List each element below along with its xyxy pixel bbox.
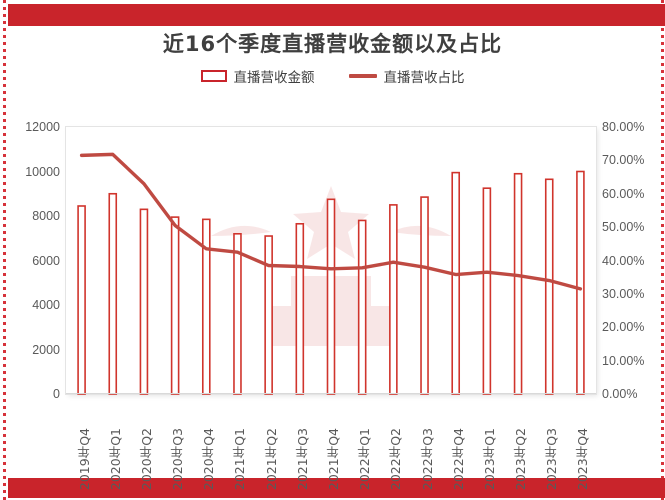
bar	[420, 196, 429, 395]
line-series	[79, 152, 583, 291]
chart-svg	[77, 152, 585, 395]
bar-series	[77, 170, 585, 395]
x-axis-tick-label: 2023年Q3	[544, 427, 560, 490]
plot-area	[66, 127, 596, 395]
bar	[139, 208, 149, 395]
y-axis-left-tick-label: 4000	[32, 298, 60, 312]
x-axis-tick-label: 2021年Q3	[294, 427, 310, 490]
legend-label-line: 直播营收占比	[383, 70, 465, 85]
legend-label-bar: 直播营收金额	[233, 70, 315, 85]
y-axis-right-tick-label: 80.00%	[602, 120, 645, 134]
y-axis-right-tick-label: 40.00%	[602, 253, 645, 268]
bar	[264, 235, 273, 395]
y-axis-left-labels: 0 2000 4000 6000 8000 10000 12000	[0, 120, 60, 401]
bar	[482, 187, 492, 395]
bar	[170, 216, 180, 395]
y-axis-right-tick-label: 10.00%	[602, 353, 645, 368]
y-axis-left-tick-label: 6000	[32, 253, 60, 268]
top-red-band	[8, 4, 665, 26]
x-axis-labels: 2019年Q4 2020年Q1 2020年Q2 2020年Q3 2020年Q4 2021年…	[66, 398, 596, 490]
y-axis-right-tick-label: 0.00%	[602, 387, 638, 401]
x-axis-line	[66, 393, 596, 394]
x-axis-tick-label: 2020年Q2	[138, 427, 154, 490]
x-axis-tick-label: 2020年Q1	[107, 427, 123, 490]
right-dotted-rail	[661, 0, 664, 500]
x-axis-tick-label: 2020年Q4	[201, 427, 217, 490]
y-axis-right-tick-label: 50.00%	[602, 220, 645, 235]
bar	[233, 233, 242, 395]
x-axis-tick-label: 2022年Q3	[419, 427, 435, 490]
x-axis-tick-label: 2023年Q2	[513, 427, 529, 490]
bottom-red-band	[8, 478, 665, 498]
bar	[389, 204, 398, 395]
left-dotted-rail	[3, 0, 6, 500]
bar	[357, 219, 367, 395]
y-axis-right-tick-label: 20.00%	[602, 320, 645, 335]
bar	[295, 222, 305, 395]
y-axis-left-tick-label: 0	[53, 387, 60, 401]
legend-item-line[interactable]: 直播营收占比	[348, 66, 465, 86]
x-axis-tick-label: 2022年Q4	[450, 427, 466, 490]
bar	[108, 192, 118, 395]
page-title: 近16个季度直播营收金额以及占比	[162, 32, 503, 56]
x-axis-tick-label: 2023年Q4	[575, 427, 591, 490]
x-axis-tick-label: 2020年Q3	[170, 427, 186, 490]
x-axis-tick-label: 2022年Q2	[388, 427, 404, 490]
legend-line-swatch-icon	[348, 74, 377, 78]
x-axis-tick-label: 2022年Q1	[357, 427, 373, 490]
bar	[326, 198, 336, 395]
y-axis-left-tick-label: 10000	[25, 164, 60, 179]
bar	[201, 218, 211, 395]
x-axis-tick-label: 2021年Q1	[232, 427, 248, 490]
y-axis-left-tick-label: 2000	[32, 342, 60, 357]
x-axis-tick-label: 2023年Q1	[481, 427, 497, 490]
bar	[77, 205, 86, 395]
x-axis-tick-label: 2019年Q4	[76, 427, 92, 490]
x-axis-tick-label: 2021年Q2	[263, 427, 279, 490]
y-axis-right-tick-label: 70.00%	[602, 153, 645, 168]
x-axis-tick-label: 2021年Q4	[326, 427, 341, 490]
chart-legend: 直播营收金额 直播营收占比	[0, 66, 665, 86]
bar	[451, 171, 461, 395]
bar	[544, 178, 554, 395]
bar	[576, 170, 585, 395]
legend-item-bar[interactable]: 直播营收金额	[200, 66, 315, 86]
y-axis-right-tick-label: 30.00%	[602, 286, 645, 301]
y-axis-left-tick-label: 8000	[32, 209, 60, 223]
bar	[513, 172, 523, 395]
y-axis-left-tick-label: 12000	[25, 120, 60, 134]
y-axis-right-labels: 0.00% 10.00% 20.00% 30.00% 40.00% 50.00% 60.00…	[602, 120, 664, 401]
legend-bar-swatch-icon	[200, 70, 227, 82]
y-axis-right-tick-label: 60.00%	[602, 186, 645, 201]
